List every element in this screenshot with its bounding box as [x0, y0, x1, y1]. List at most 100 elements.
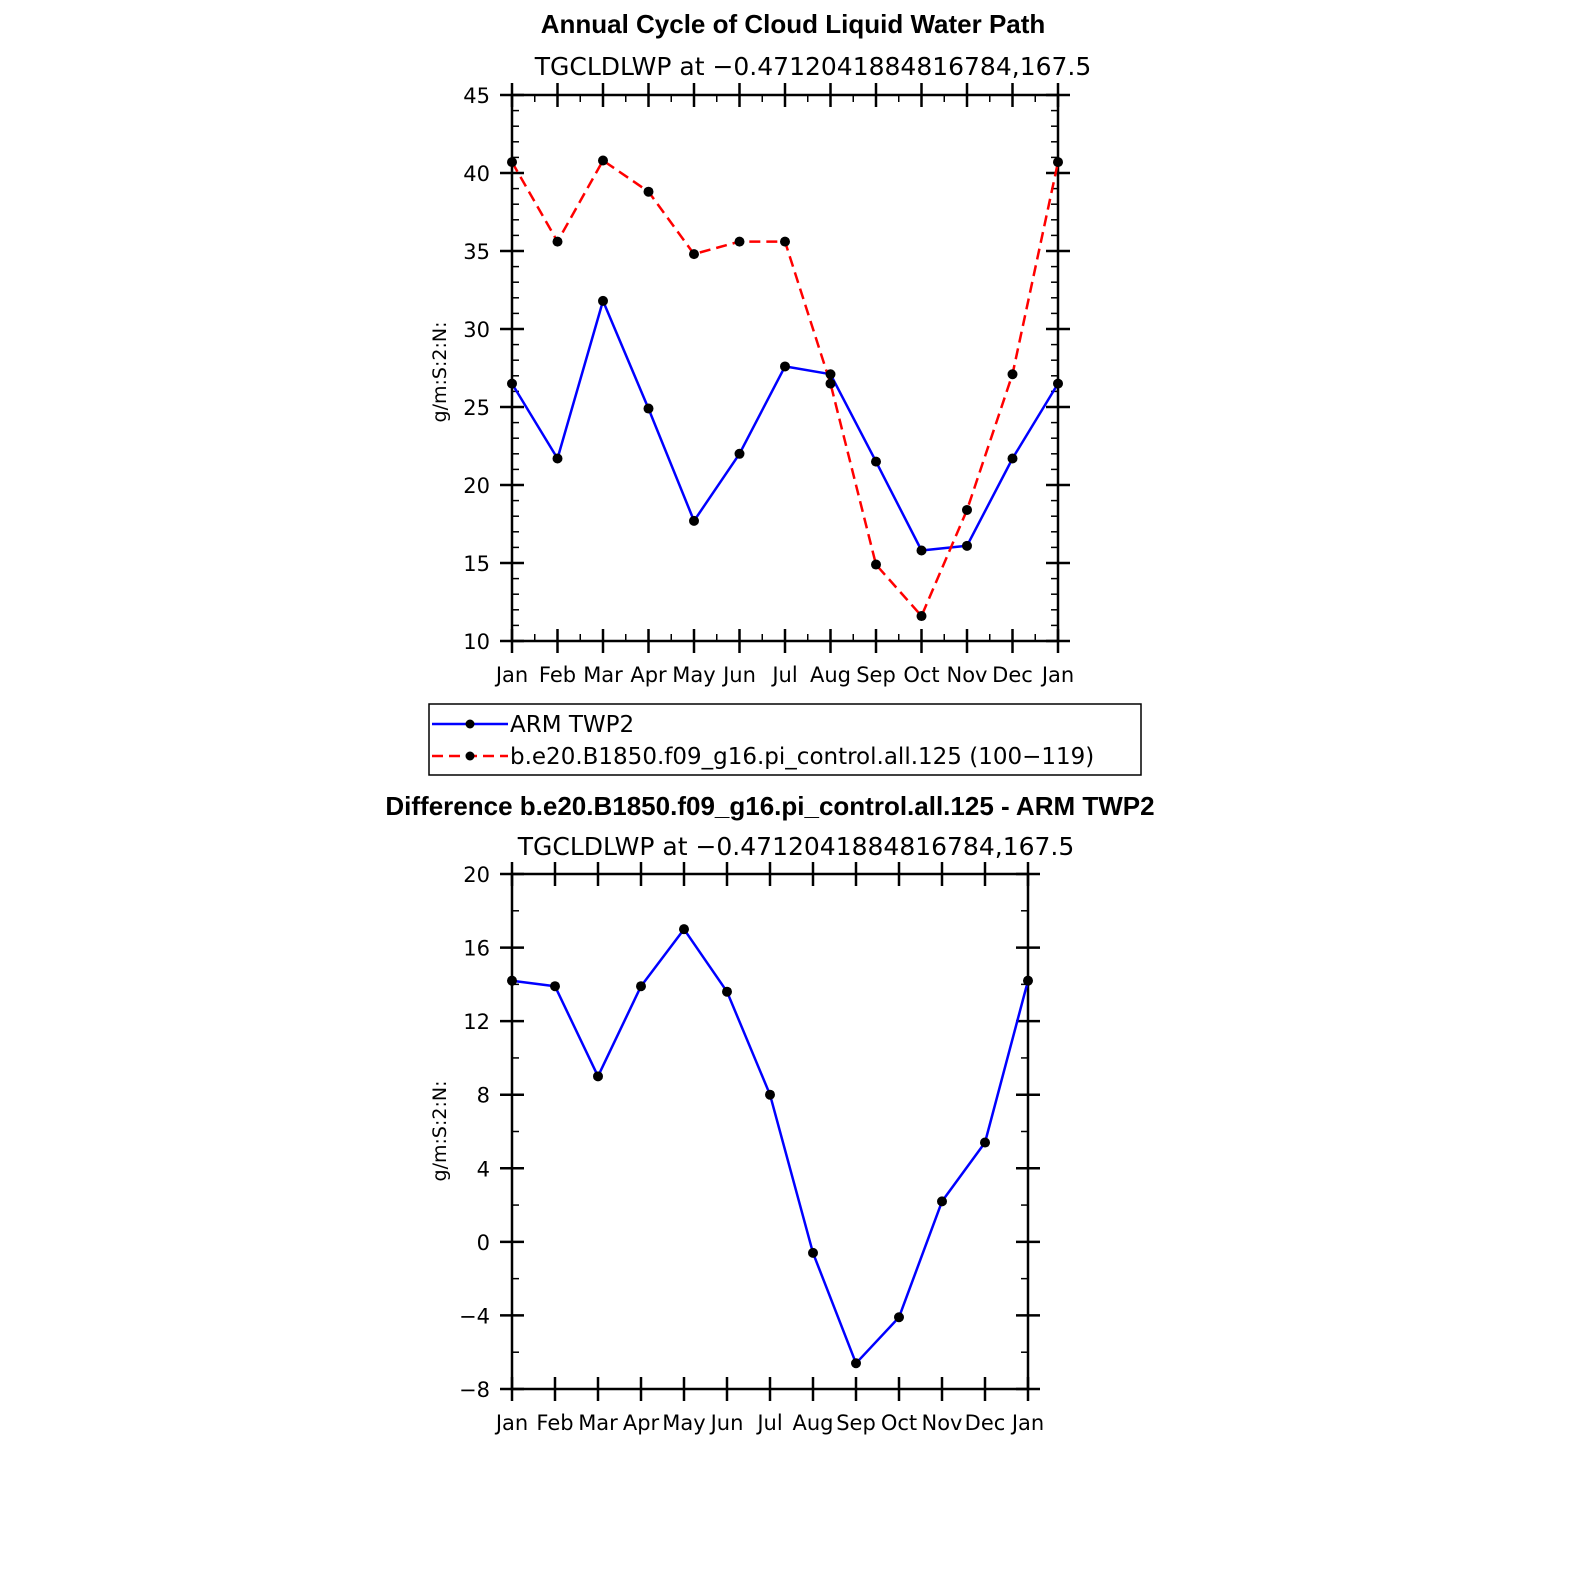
plot-area: −8 −4 0 4 8 12 16 20 Jan Feb Mar Apr May Jun Jul Aug Sep…: [459, 862, 1044, 1435]
x-tick-label: Sep: [836, 1411, 876, 1435]
data-point-s1: [1053, 157, 1063, 168]
x-tick-label: Dec: [992, 663, 1033, 687]
data-point-s0: [734, 448, 745, 459]
y-tick-label: −8: [459, 1378, 490, 1402]
x-tick-label: Jan: [1010, 1411, 1044, 1435]
y-tick-label: 40: [463, 162, 490, 186]
x-tick-label: Mar: [578, 1411, 618, 1435]
x-tick-label: Jan: [1040, 663, 1074, 687]
y-tick-label: 20: [463, 474, 490, 498]
legend-box: [428, 703, 1142, 776]
x-tick-label: Jan: [494, 663, 528, 687]
x-tick-label: Nov: [922, 1411, 963, 1435]
data-point-s0: [851, 1358, 861, 1369]
series-line-0: [510, 299, 1060, 552]
data-point-s0: [507, 975, 517, 986]
data-point-s1: [916, 611, 927, 622]
data-point-s1: [507, 157, 517, 168]
annual-cycle-chart: Annual Cycle of Cloud Liquid Water Path …: [429, 9, 1091, 687]
x-tick-label: Apr: [623, 1411, 660, 1435]
difference-chart: Difference b.e20.B1850.f09_g16.pi_contro…: [385, 791, 1154, 1435]
data-point-s0: [1007, 453, 1018, 464]
x-tick-label: Feb: [539, 663, 576, 687]
y-tick-label: 25: [463, 396, 490, 420]
data-point-s0: [507, 378, 517, 389]
series-line-0: [511, 927, 1030, 1365]
y-tick-label: 35: [463, 240, 490, 264]
data-point-s0: [808, 1247, 818, 1258]
data-point-s0: [552, 453, 563, 464]
data-point-s1: [825, 378, 836, 389]
data-point-s0: [962, 540, 972, 551]
data-point-s0: [722, 986, 732, 997]
data-point-s1: [552, 236, 563, 247]
data-point-s1: [962, 504, 972, 515]
x-tick-label: Mar: [583, 663, 623, 687]
data-point-s0: [980, 1137, 990, 1148]
y-tick-label: 12: [463, 1010, 490, 1034]
data-point-s0: [593, 1071, 603, 1082]
x-tick-label: Apr: [630, 663, 667, 687]
y-tick-label: 8: [477, 1084, 490, 1108]
x-tick-label: Aug: [792, 1411, 833, 1435]
x-tick-label: Feb: [536, 1411, 573, 1435]
plot-area: 10 15 20 25 30 35 40 45 Jan Feb Mar Apr May Jun Jul Aug…: [463, 83, 1074, 687]
data-point-s0: [636, 981, 646, 992]
data-point-s0: [1053, 378, 1063, 389]
data-point-s1: [689, 249, 699, 260]
data-point-s0: [916, 545, 927, 556]
data-point-s1: [598, 155, 608, 166]
x-tick-label: Jan: [494, 1411, 528, 1435]
x-tick-label: Jul: [770, 663, 797, 687]
x-tick-label: Oct: [903, 663, 939, 687]
data-point-s1: [1007, 369, 1018, 380]
y-axis-label: g/m:S:2:N:: [429, 322, 451, 423]
legend: ARM TWP2 b.e20.B1850.f09_g16.pi_control.…: [428, 703, 1142, 776]
x-tick-label: May: [672, 663, 715, 687]
data-point-s0: [598, 295, 608, 306]
legend-marker-arm: [465, 719, 475, 729]
chart-title: Difference b.e20.B1850.f09_g16.pi_contro…: [385, 791, 1154, 821]
data-point-s0: [550, 981, 560, 992]
chart-title: Annual Cycle of Cloud Liquid Water Path: [541, 9, 1046, 39]
x-tick-label: Aug: [810, 663, 851, 687]
y-tick-label: 20: [463, 863, 490, 887]
data-point-s0: [894, 1312, 904, 1323]
x-tick-label: Oct: [881, 1411, 917, 1435]
data-point-s0: [765, 1089, 775, 1100]
chart-subtitle: TGCLDLWP at −0.4712041884816784,167.5: [534, 52, 1092, 81]
x-tick-label: Jul: [755, 1411, 782, 1435]
y-tick-label: −4: [459, 1304, 490, 1328]
data-point-s0: [937, 1196, 947, 1207]
y-tick-label: 10: [463, 630, 490, 654]
data-point-s0: [679, 924, 689, 935]
x-tick-label: Jun: [721, 663, 756, 687]
x-tick-label: Sep: [856, 663, 896, 687]
data-point-s1: [643, 186, 654, 197]
data-point-s0: [780, 361, 790, 372]
y-tick-label: 16: [463, 937, 490, 961]
data-point-s1: [871, 559, 881, 570]
y-axis-label: g/m:S:2:N:: [429, 1081, 451, 1182]
y-tick-label: 0: [477, 1231, 490, 1255]
y-tick-label: 30: [463, 318, 490, 342]
x-tick-label: May: [662, 1411, 705, 1435]
series-line-1: [510, 159, 1060, 618]
y-tick-label: 45: [463, 84, 490, 108]
data-point-s1: [734, 236, 745, 247]
data-point-s1: [780, 236, 790, 247]
data-point-s0: [689, 515, 699, 526]
data-point-s0: [1023, 975, 1033, 986]
x-tick-label: Nov: [947, 663, 988, 687]
data-point-s0: [871, 456, 881, 467]
x-tick-label: Jun: [709, 1411, 744, 1435]
data-point-s0: [643, 403, 654, 414]
plot-frame: [510, 872, 1030, 1391]
legend-label-model: b.e20.B1850.f09_g16.pi_control.all.125 (…: [510, 744, 1094, 770]
chart-subtitle: TGCLDLWP at −0.4712041884816784,167.5: [517, 832, 1075, 861]
legend-label-arm: ARM TWP2: [510, 712, 634, 738]
y-tick-label: 4: [477, 1157, 490, 1181]
y-tick-label: 15: [463, 552, 490, 576]
x-tick-label: Dec: [965, 1411, 1006, 1435]
